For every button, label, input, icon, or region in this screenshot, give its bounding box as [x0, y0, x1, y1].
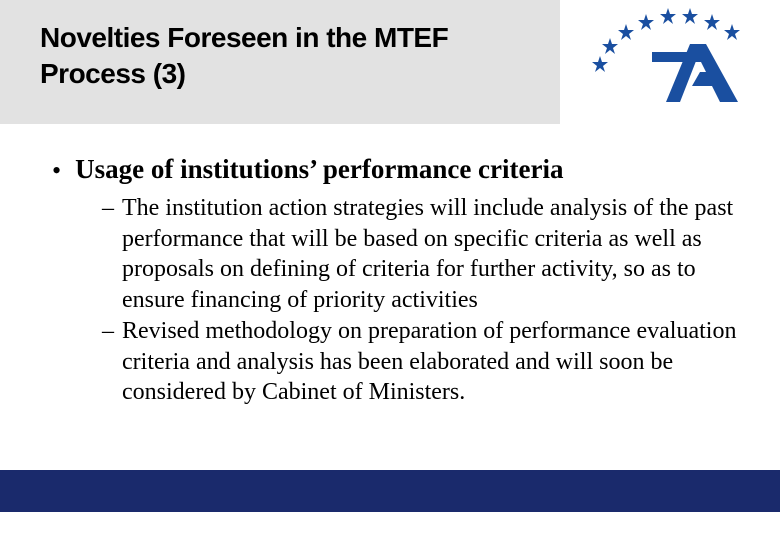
footer-bar	[0, 470, 780, 512]
bullet-marker: •	[52, 158, 61, 184]
a-mark-icon	[652, 44, 738, 102]
dash-marker: –	[102, 316, 114, 347]
sub-bullet-item: – Revised methodology on preparation of …	[102, 316, 742, 408]
sub-bullet-text: The institution action strategies will i…	[122, 193, 742, 316]
bullet-item: • Usage of institutions’ performance cri…	[52, 154, 740, 185]
slide-body: • Usage of institutions’ performance cri…	[0, 124, 780, 408]
sub-bullet-list: – The institution action strategies will…	[102, 193, 742, 408]
stars-a-logo-icon	[580, 6, 760, 118]
sub-bullet-item: – The institution action strategies will…	[102, 193, 742, 316]
bullet-text: Usage of institutions’ performance crite…	[75, 154, 563, 185]
slide-title: Novelties Foreseen in the MTEF Process (…	[40, 20, 500, 93]
sub-bullet-text: Revised methodology on preparation of pe…	[122, 316, 742, 408]
logo-area	[560, 0, 780, 124]
dash-marker: –	[102, 193, 114, 224]
slide-header: Novelties Foreseen in the MTEF Process (…	[0, 0, 780, 124]
